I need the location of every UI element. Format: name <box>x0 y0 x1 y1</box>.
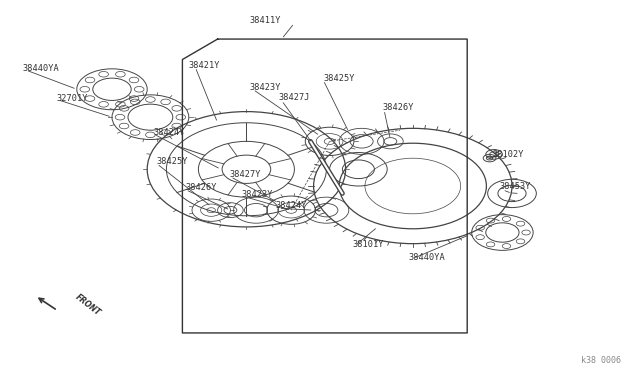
Text: 38421Y: 38421Y <box>189 61 220 70</box>
Text: 38427Y: 38427Y <box>229 170 260 179</box>
Text: 32701Y: 32701Y <box>56 94 88 103</box>
Text: 38424Y: 38424Y <box>275 201 307 210</box>
Text: 38425Y: 38425Y <box>157 157 188 166</box>
Text: 38424Y: 38424Y <box>154 128 185 137</box>
Text: 38423Y: 38423Y <box>250 83 281 92</box>
Text: 38101Y: 38101Y <box>352 240 383 248</box>
Text: 38411Y: 38411Y <box>250 16 282 25</box>
Text: 38427J: 38427J <box>278 93 310 102</box>
Text: 38440YA: 38440YA <box>408 253 445 262</box>
Text: 38426Y: 38426Y <box>186 183 217 192</box>
Text: FRONT: FRONT <box>74 292 102 318</box>
Text: k38 0006: k38 0006 <box>581 356 621 365</box>
Text: 38423Y: 38423Y <box>242 190 273 199</box>
Text: 38453Y: 38453Y <box>499 182 531 191</box>
Text: 38440YA: 38440YA <box>22 64 59 73</box>
Text: 38425Y: 38425Y <box>323 74 355 83</box>
Text: 38102Y: 38102Y <box>493 150 524 159</box>
Text: 38426Y: 38426Y <box>383 103 414 112</box>
